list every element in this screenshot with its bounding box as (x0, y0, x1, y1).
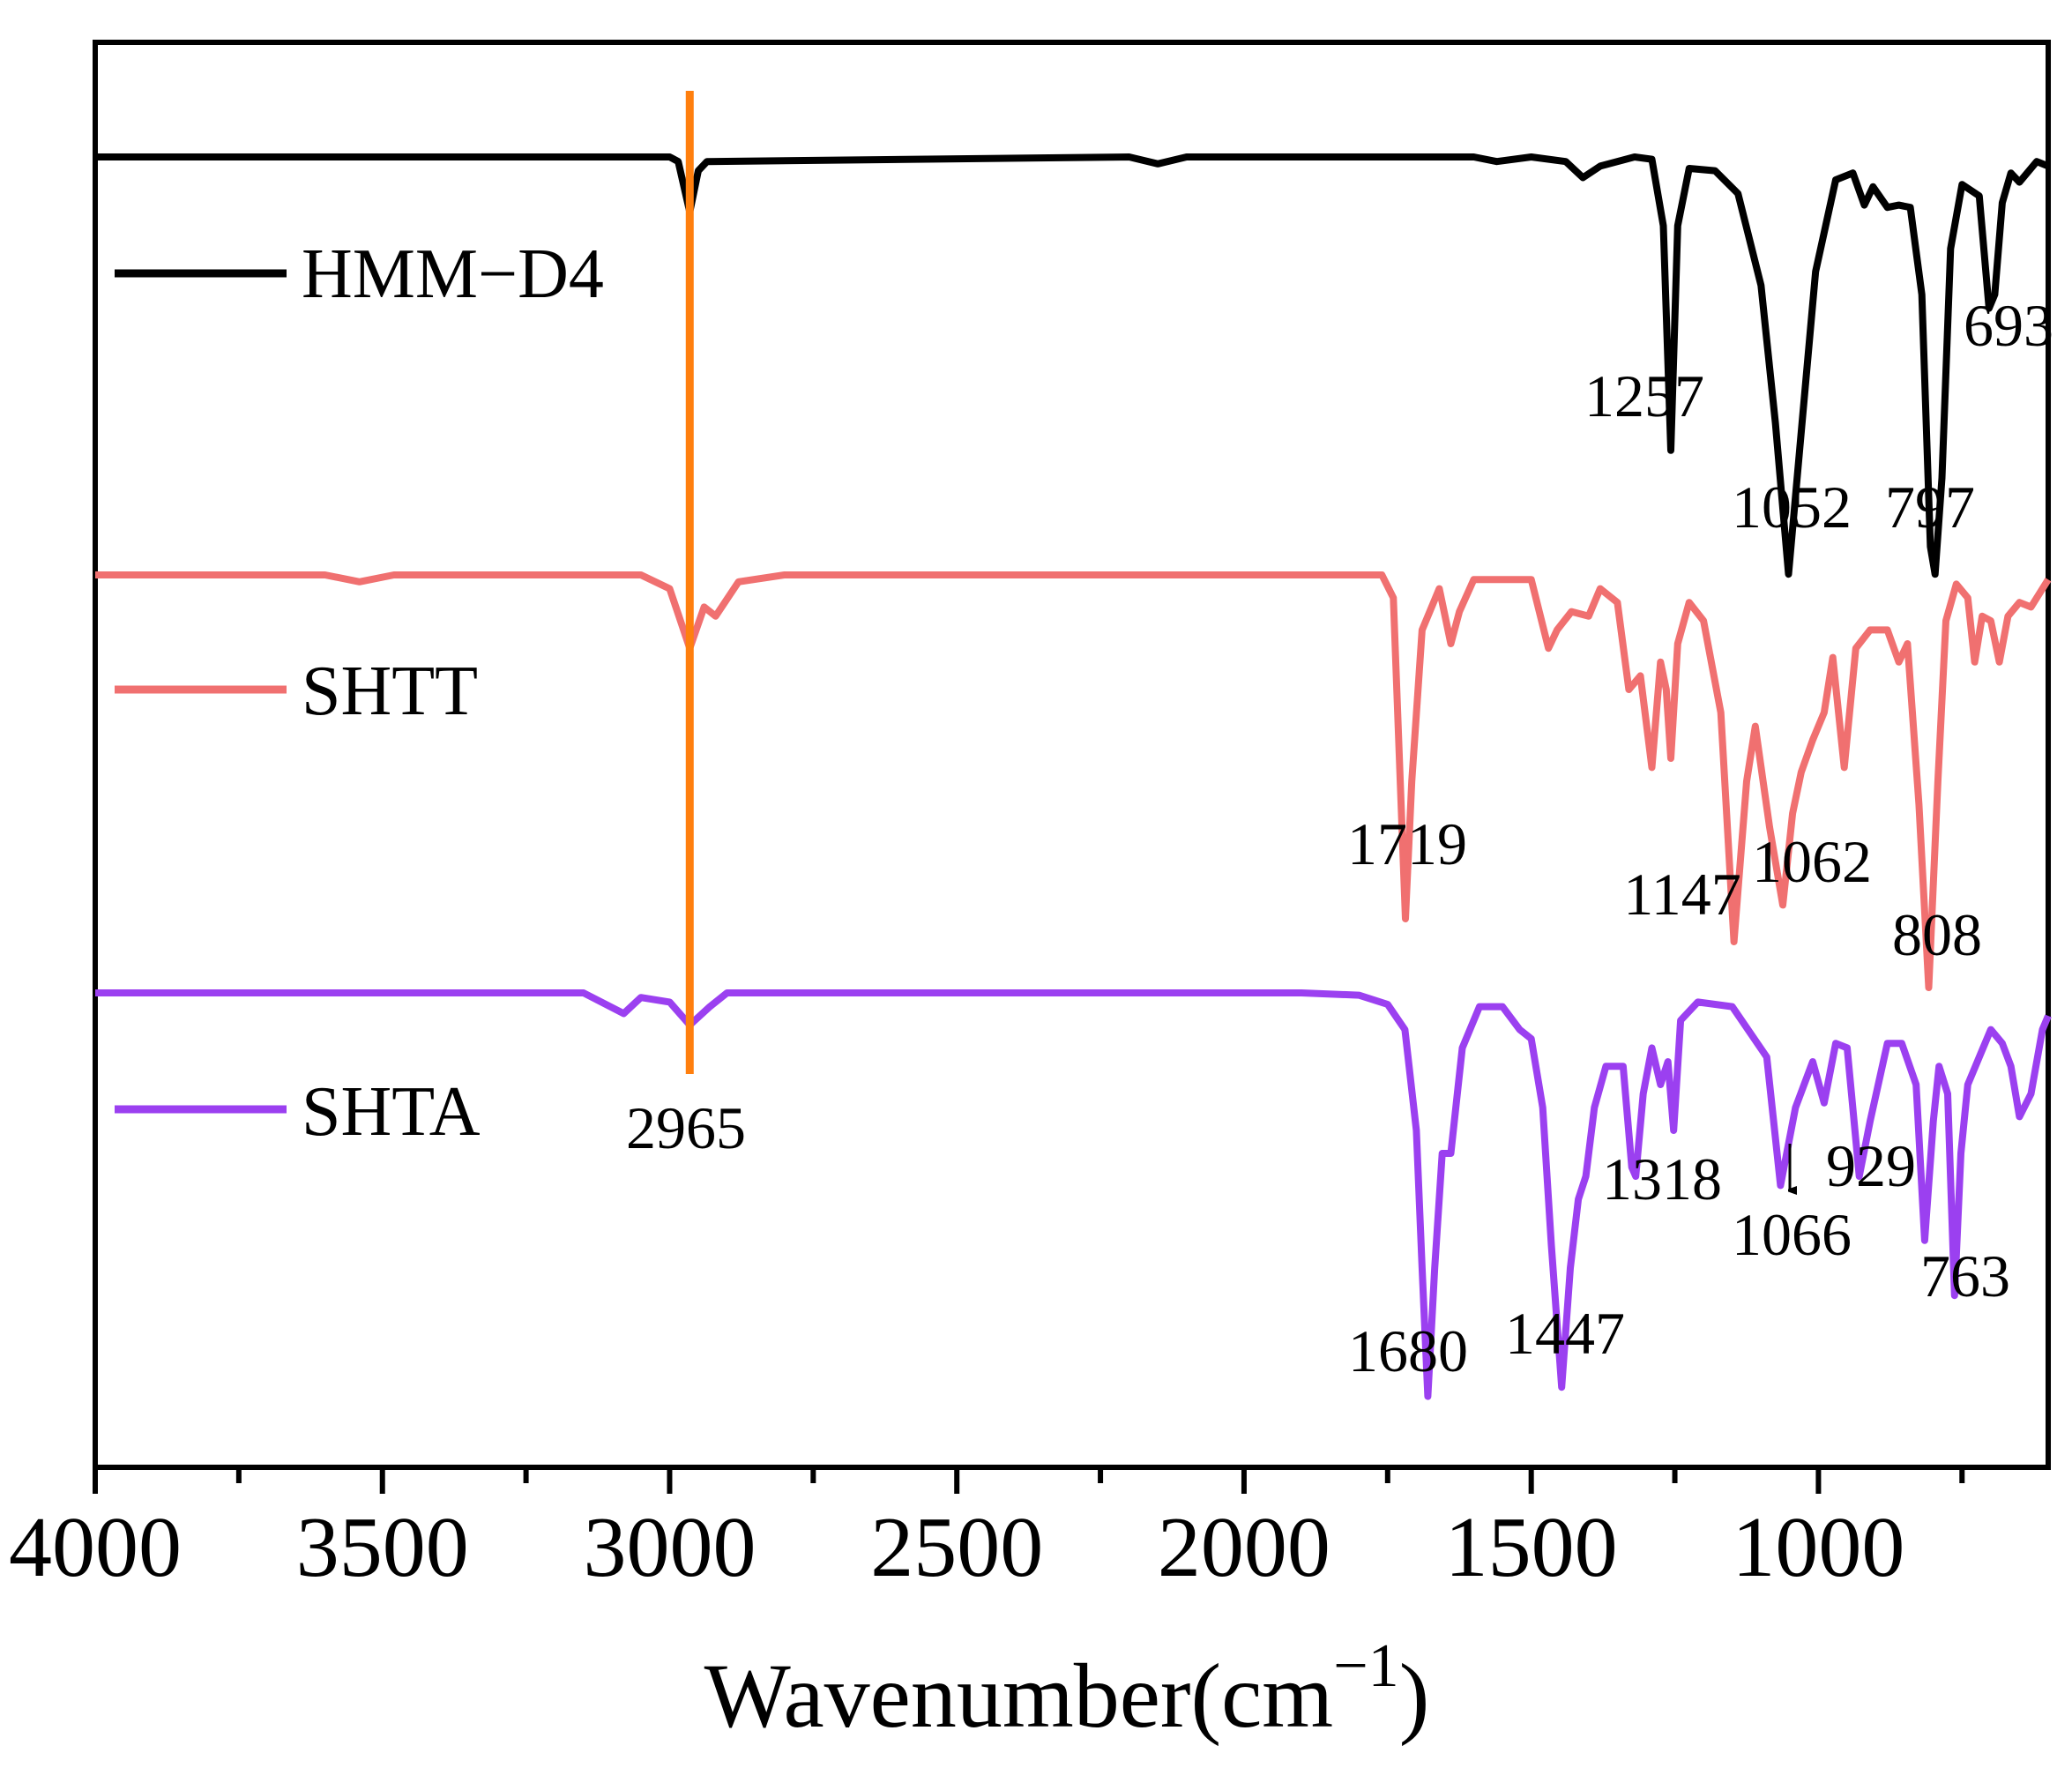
peak-label-shtt-808: 808 (1892, 901, 1982, 968)
x-tick-label-4000: 4000 (9, 1500, 182, 1595)
legend-label-shta: SHTA (302, 1073, 481, 1151)
series-line-shta (95, 989, 2052, 1400)
legend-label-shtt: SHTT (302, 653, 478, 730)
peak-label-hmm-1052: 1052 (1732, 474, 1852, 541)
legend-label-hmm-d4: HMM−D4 (302, 235, 604, 313)
peak-label-shtt-1719: 1719 (1347, 810, 1467, 877)
x-tick-label-3500: 3500 (296, 1500, 469, 1595)
peak-label-shta-1447: 1447 (1505, 1300, 1625, 1367)
peak-label-shtt-1062: 1062 (1752, 828, 1872, 895)
x-tick-label-3000: 3000 (584, 1500, 757, 1595)
peak-label-hmm-1257: 1257 (1584, 362, 1704, 429)
series-line-hmm-d4 (95, 153, 2050, 578)
peak-label-shta-929: 929 (1826, 1132, 1916, 1199)
x-tick-label-2500: 2500 (870, 1500, 1043, 1595)
series-layer (95, 153, 2052, 1400)
peak-label-shta-1680: 1680 (1348, 1317, 1468, 1384)
peak-label-shta-763: 763 (1920, 1242, 2010, 1309)
peak-label-shta-1066: 1066 (1732, 1201, 1852, 1268)
x-tick-labels: 4000 3500 3000 2500 2000 1500 1000 (9, 1500, 1904, 1595)
legend: HMM−D4 SHTT SHTA (115, 235, 604, 1151)
plot-frame (93, 40, 2051, 1470)
x-tick-label-1000: 1000 (1732, 1500, 1904, 1595)
x-tick-label-1500: 1500 (1445, 1500, 1618, 1595)
peak-label-hmm-693: 693 (1964, 292, 2053, 359)
peak-label-2965: 2965 (626, 1094, 746, 1161)
peak-label-hmm-797: 797 (1885, 474, 1975, 541)
x-ticks (93, 1467, 1965, 1494)
peak-label-shta-1318: 1318 (1602, 1145, 1722, 1212)
x-axis-label: Wavenumber(cm−1) (704, 1632, 1430, 1747)
x-tick-label-2000: 2000 (1158, 1500, 1330, 1595)
series-line-shtt (95, 571, 2052, 991)
peak-annotations: 1257 1052 797 693 1719 1147 1062 808 296… (626, 292, 2053, 1384)
peak-label-shtt-1147: 1147 (1623, 861, 1740, 928)
